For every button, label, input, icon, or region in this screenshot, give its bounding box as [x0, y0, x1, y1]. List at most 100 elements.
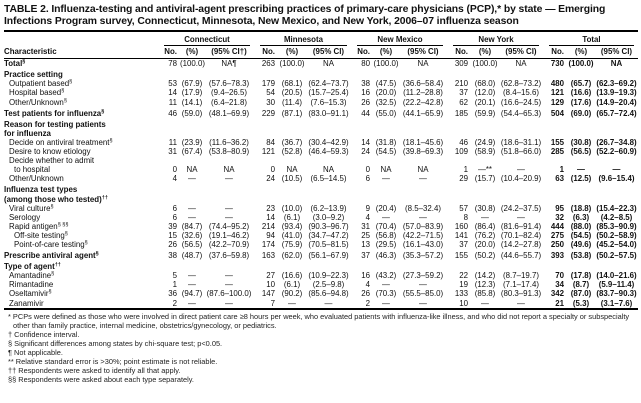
ci-cell: (15.7–25.4): [308, 88, 349, 98]
percent-cell: (12.3): [474, 280, 496, 290]
ci-cell: [499, 129, 543, 138]
percent-cell: (88.0): [570, 221, 592, 231]
ci-cell: [306, 183, 351, 194]
ci-cell: (6.2–13.9): [310, 203, 347, 213]
ci-cell: [399, 156, 447, 165]
count-cell: 2: [351, 298, 373, 310]
ci-cell: (18.1–45.6): [402, 137, 444, 147]
table-row: Other/Unknown 4 — — 24 (10.5) (6.5–14.5) 6 — — 29 (…: [4, 174, 638, 183]
percent-cell: (17.9): [181, 88, 203, 98]
count-cell: 14: [266, 212, 275, 222]
ci-cell: (6.4–21.8): [211, 97, 247, 107]
percent-cell: —: [188, 203, 196, 213]
footnote-marker: §: [51, 271, 55, 278]
ci-cell: (50.2–58.9): [596, 230, 637, 240]
percent-cell: [567, 68, 595, 79]
ci-cell: (70.5–81.5): [308, 239, 349, 249]
percent-cell: [471, 129, 499, 138]
ci-cell: (15.4–22.3): [596, 203, 637, 213]
count-cell: 8: [463, 212, 468, 222]
row-label: Outpatient based§: [4, 79, 158, 88]
ci-cell: NA: [323, 165, 334, 175]
row-label: Practice setting: [4, 68, 158, 79]
count-cell: [158, 195, 180, 204]
count-cell: [254, 118, 278, 129]
percent-cell: —: [481, 212, 489, 222]
group-header-label: New Mexico: [357, 35, 443, 47]
percent-cell: (31.8): [375, 137, 397, 147]
count-cell: 57: [459, 203, 468, 213]
ci-header: (95% CI†): [204, 46, 254, 60]
ci-cell: (83.0–91.1): [308, 108, 349, 118]
row-label: Reason for testing patients: [4, 118, 158, 129]
count-cell: 95: [555, 203, 564, 213]
footnote-marker: § §§: [57, 221, 69, 228]
ci-cell: [499, 156, 543, 165]
percent-cell: (11.4): [281, 97, 303, 107]
ci-cell: (3.0–9.2): [312, 212, 345, 222]
count-cell: 29: [459, 174, 468, 184]
count-cell: 250: [550, 239, 564, 249]
percent-cell: (20.0): [375, 88, 397, 98]
count-cell: 39: [168, 221, 177, 231]
percent-cell: (53.8): [570, 251, 592, 261]
count-cell: 730: [550, 59, 564, 69]
group-header-label: Connecticut: [164, 35, 250, 47]
percent-cell: —: [180, 298, 204, 310]
row-label-text: Zanamivir: [9, 298, 44, 308]
count-cell: 285: [550, 147, 564, 157]
ci-cell: [204, 183, 254, 194]
ci-cell: —: [225, 212, 233, 222]
table-container: TABLE 2. Influenza-testing and antiviral…: [4, 4, 638, 384]
group-header: Connecticut: [158, 33, 254, 47]
count-cell: [543, 118, 567, 129]
header-spacer: [4, 33, 158, 46]
percent-cell: (6.1): [283, 212, 301, 222]
count-cell: 46: [459, 137, 468, 147]
row-label-text: Oseltamivir: [9, 289, 49, 299]
ci-cell: [306, 129, 351, 138]
count-cell: 10: [447, 298, 471, 310]
count-cell: 0: [172, 165, 177, 175]
count-cell: 34: [555, 280, 564, 290]
percent-header: (%): [373, 46, 399, 60]
ci-cell: (48.1–69.9): [208, 108, 250, 118]
count-cell: 11: [168, 97, 177, 107]
ci-cell: (37.6–59.8): [208, 251, 250, 261]
group-header: Total: [543, 33, 638, 47]
ci-cell: NA¶: [221, 59, 237, 69]
table-row: Type of agent††: [4, 260, 638, 271]
ci-cell: (6.5–14.5): [310, 174, 347, 184]
percent-cell: (20.0): [474, 239, 496, 249]
percent-cell: (23.9): [181, 137, 203, 147]
count-cell: [543, 68, 567, 79]
row-label-text: (among those who tested): [4, 194, 102, 204]
table-row: Off-site testing§ 15 (32.6) (19.1–46.2) 94 (4…: [4, 231, 638, 240]
percent-cell: (8.7): [572, 280, 590, 290]
row-label-text: Decide whether to admit: [9, 156, 95, 166]
percent-cell: (70.4): [375, 221, 397, 231]
count-cell: 10: [266, 280, 275, 290]
row-label-text: Type of agent: [4, 262, 55, 272]
percent-cell: (50.2): [474, 251, 496, 261]
percent-cell: (67.4): [181, 147, 203, 157]
row-label: Desire to know etiology: [4, 147, 158, 156]
footnote-marker: §: [48, 289, 52, 296]
count-cell: [351, 183, 373, 194]
ci-cell: [306, 195, 351, 204]
ci-cell: (2.5–9.8): [312, 280, 345, 290]
ci-cell: —: [225, 174, 233, 184]
percent-header: (%): [567, 46, 595, 60]
row-label-text: Practice setting: [4, 70, 63, 80]
ci-cell: (26.7–34.8): [596, 137, 637, 147]
footnote-marker: §: [95, 251, 99, 258]
percent-cell: (18.8): [570, 203, 592, 213]
table-row: Zanamivir 2— —7— —2— —10— —21 (5.3) (3.1–7.6): [4, 298, 638, 310]
count-cell: 26: [361, 289, 370, 299]
count-cell: 163: [261, 251, 275, 261]
row-label: Amantadine§: [4, 271, 158, 280]
row-label-text: Influenza test types: [4, 185, 78, 195]
ci-cell: (46.4–59.3): [308, 147, 349, 157]
table-row: Total§ 78 (100.0) NA¶ 263 (100.0) NA 80 (100.0) N…: [4, 59, 638, 69]
ci-cell: NA: [515, 59, 527, 69]
